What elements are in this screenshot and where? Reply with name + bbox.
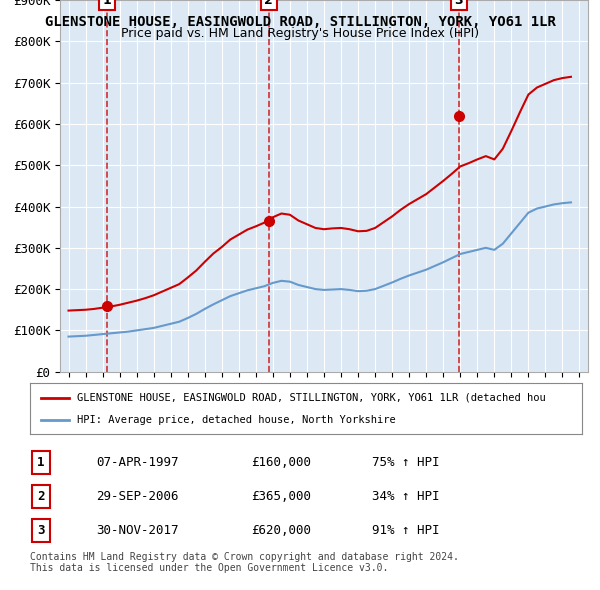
Text: £620,000: £620,000 — [251, 524, 311, 537]
Text: 75% ↑ HPI: 75% ↑ HPI — [372, 455, 440, 469]
Text: 1: 1 — [37, 455, 45, 469]
Text: GLENSTONE HOUSE, EASINGWOLD ROAD, STILLINGTON, YORK, YO61 1LR (detached hou: GLENSTONE HOUSE, EASINGWOLD ROAD, STILLI… — [77, 392, 545, 402]
Text: 91% ↑ HPI: 91% ↑ HPI — [372, 524, 440, 537]
Text: GLENSTONE HOUSE, EASINGWOLD ROAD, STILLINGTON, YORK, YO61 1LR: GLENSTONE HOUSE, EASINGWOLD ROAD, STILLI… — [44, 15, 556, 29]
Text: 2: 2 — [37, 490, 45, 503]
Text: 3: 3 — [37, 524, 45, 537]
Text: HPI: Average price, detached house, North Yorkshire: HPI: Average price, detached house, Nort… — [77, 415, 395, 425]
Text: Contains HM Land Registry data © Crown copyright and database right 2024.
This d: Contains HM Land Registry data © Crown c… — [30, 552, 459, 573]
Text: 3: 3 — [455, 0, 463, 6]
Text: £365,000: £365,000 — [251, 490, 311, 503]
Text: 2: 2 — [264, 0, 273, 6]
Text: 34% ↑ HPI: 34% ↑ HPI — [372, 490, 440, 503]
Text: £160,000: £160,000 — [251, 455, 311, 469]
Text: 07-APR-1997: 07-APR-1997 — [96, 455, 179, 469]
Text: Price paid vs. HM Land Registry's House Price Index (HPI): Price paid vs. HM Land Registry's House … — [121, 27, 479, 40]
Text: 30-NOV-2017: 30-NOV-2017 — [96, 524, 179, 537]
Text: 1: 1 — [103, 0, 112, 6]
Text: 29-SEP-2006: 29-SEP-2006 — [96, 490, 179, 503]
